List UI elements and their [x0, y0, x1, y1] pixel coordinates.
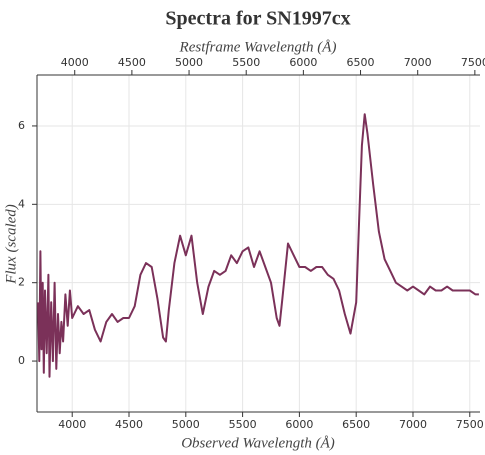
x2-tick-label: 5500: [232, 56, 260, 69]
spectrum-line: [37, 113, 479, 378]
x2-tick-label: 4500: [118, 56, 146, 69]
x2-tick-label: 7500: [461, 56, 485, 69]
x-tick-label: 4500: [115, 418, 143, 431]
x2-tick-label: 6500: [347, 56, 375, 69]
x-tick-label: 5500: [229, 418, 257, 431]
x2-tick-label: 7000: [404, 56, 432, 69]
x-tick-label: 5000: [172, 418, 200, 431]
x-tick-label: 7500: [456, 418, 484, 431]
y-axis-label: Flux (scaled): [3, 204, 19, 285]
x2-tick-label: 5000: [175, 56, 203, 69]
x2-tick-label: 6000: [289, 56, 317, 69]
x-axis-label: Observed Wavelength (Å): [181, 435, 335, 451]
y-tick-label: 0: [18, 354, 25, 367]
x2-axis-label: Restframe Wavelength (Å): [179, 39, 337, 55]
y-tick-label: 6: [18, 119, 25, 132]
x-tick-label: 6000: [285, 418, 313, 431]
chart-title: Spectra for SN1997cx: [165, 8, 350, 30]
x-tick-label: 7000: [399, 418, 427, 431]
y-tick-label: 2: [18, 276, 25, 289]
x2-tick-label: 4000: [61, 56, 89, 69]
y-tick-label: 4: [18, 197, 25, 210]
x-tick-label: 6500: [342, 418, 370, 431]
x-tick-label: 4000: [58, 418, 86, 431]
